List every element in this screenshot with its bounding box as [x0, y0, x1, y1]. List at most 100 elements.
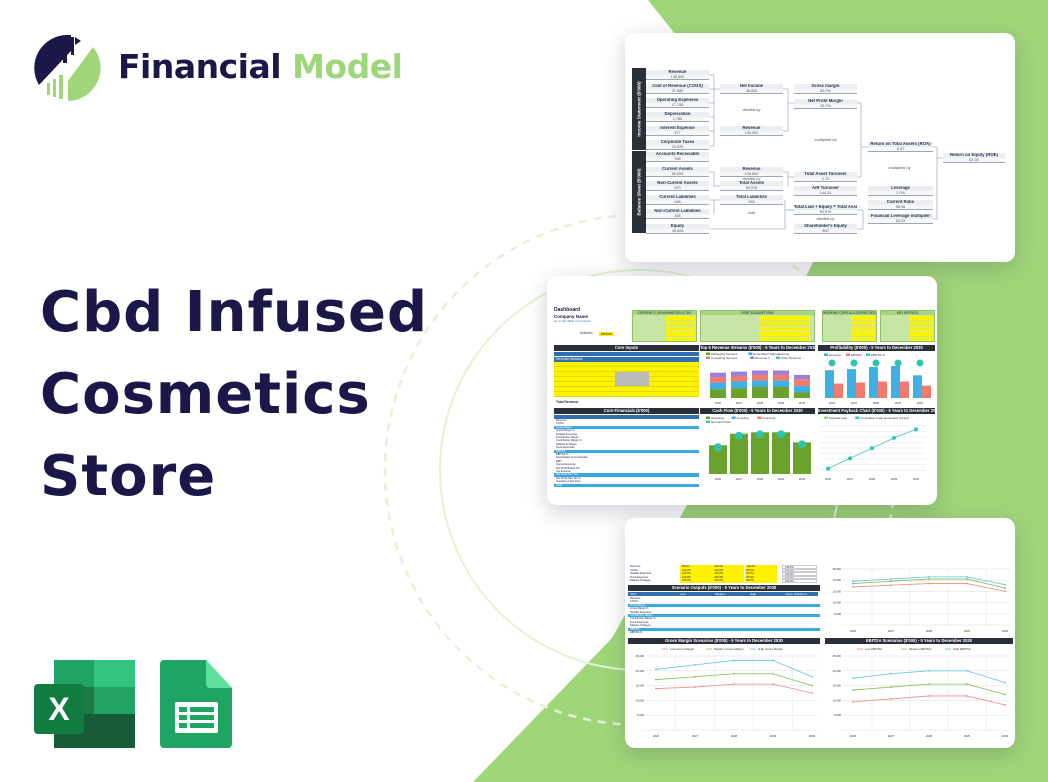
minus-sign: -	[676, 121, 679, 126]
metric-label: Current Liabilities	[659, 195, 696, 199]
net-cash-marker	[756, 430, 764, 439]
metric-value: 50,576	[794, 209, 857, 214]
year-tick: 2026	[715, 477, 722, 481]
section-header: Core Financials ($'000)	[554, 408, 699, 414]
scenario-point	[890, 672, 892, 675]
revenue-bar-segment	[794, 385, 810, 393]
scenario-point	[1004, 681, 1006, 684]
revenue-bar	[891, 366, 900, 398]
metric-label: Revenue	[668, 70, 687, 74]
ebitda-bar	[878, 381, 887, 398]
metric-label: Interest Expense	[660, 126, 695, 130]
revenue-bar-segment	[794, 392, 810, 398]
year-tick: 2027	[847, 477, 854, 481]
section-header: Profitability ($'000) - 5 Years to Decem…	[818, 345, 935, 351]
metric-box: Current Assets 50,006	[646, 167, 709, 177]
scenario-input-value: 100.0%	[712, 572, 745, 576]
core-inputs-year-row	[554, 352, 699, 356]
input-cell	[758, 331, 811, 336]
year-tick: 2028	[873, 401, 880, 405]
operator-label: divided by	[816, 216, 835, 221]
scenario-output-row: EBITDA %	[630, 631, 643, 634]
revenue-bar-segment	[731, 371, 747, 376]
profitability-chart: Revenue EBITDA EBITDA % 2026 2027 2028 2029 203…	[824, 353, 931, 405]
metric-value: 49,628	[646, 228, 709, 233]
revenue-bar-segment	[773, 380, 789, 387]
input-cell	[908, 316, 934, 320]
ebitda-bar	[834, 383, 843, 398]
year-tick: 2030	[809, 734, 816, 738]
metric-label: Financial Leverage multiplier	[870, 214, 931, 218]
y-tick: 20,000	[635, 669, 644, 673]
minus-sign: -	[676, 79, 679, 84]
net-cash-marker	[777, 430, 785, 439]
scenario-input-value: 100.0%	[712, 565, 745, 569]
scenario-point	[772, 659, 774, 662]
year-tick: 2026	[825, 477, 832, 481]
scenario-input-value: 100.0%	[712, 568, 745, 572]
legend-swatch	[750, 356, 755, 359]
metric-value: 136,800	[720, 130, 783, 135]
scenario-select[interactable]: Medium	[599, 331, 614, 336]
scenario-point	[966, 575, 968, 578]
legend-swatch	[845, 353, 850, 356]
core-financials-row: Contribution Margin	[556, 436, 579, 439]
core-financials-row: Gross Margin	[554, 425, 699, 430]
metric-value: 144.24	[794, 190, 857, 195]
scenario-point	[928, 695, 930, 697]
revenue-bar-segment	[710, 372, 726, 378]
year-tick: 2026	[850, 734, 857, 738]
metric-label: Total Liab + Equity = Total Assets	[794, 205, 857, 209]
year-tick: 2029	[895, 401, 902, 405]
input-cell	[665, 337, 695, 342]
metric-value: 50,576	[720, 185, 783, 190]
scenario-point	[772, 672, 774, 675]
metric-value: 570	[646, 185, 709, 190]
metric-label: Revenue	[742, 126, 761, 130]
brand-name: Financial Model	[118, 47, 403, 86]
y-tick: 20,000	[832, 578, 841, 582]
scenario-point	[928, 575, 930, 578]
scenario-input-value: 120.0%	[680, 572, 712, 576]
metric-box: A/R Turnover 144.24	[794, 186, 857, 196]
year-tick: 2026	[715, 401, 722, 405]
input-cell	[665, 326, 695, 331]
metric-value: 136,800	[720, 171, 783, 176]
legend-label: High Gross Margin	[758, 647, 783, 651]
core-financials-row: EBITDA %	[556, 453, 569, 456]
metric-value: 949	[720, 199, 783, 204]
metric-label: Shareholder's Equity	[804, 224, 847, 228]
scenario-point	[733, 672, 735, 675]
revenue-bar-segment	[731, 381, 747, 389]
scenario-point	[811, 684, 813, 687]
scenario-input-value: 100.0%	[782, 572, 817, 576]
scenario-label: Scenario	[580, 331, 593, 335]
legend-label: Low Gross Margin	[670, 647, 695, 651]
ebitda-percent-marker	[916, 359, 924, 367]
toc-link[interactable]: Go to the Table of Contents	[554, 319, 591, 323]
metric-box: Non-Current Assets 570	[646, 181, 709, 191]
scenario-point	[1004, 583, 1006, 586]
metric-label: Net Profit Margin	[808, 99, 843, 103]
metric-label: Gross margin	[811, 84, 840, 88]
revenue-bar-segment	[710, 389, 726, 398]
scenario-column-header: Low	[678, 592, 713, 596]
revenue-bar-segment	[752, 387, 768, 398]
core-financials-row: Net Profit After Tax	[554, 473, 699, 477]
ebitda-bar	[856, 382, 865, 398]
metric-label: Depreciation	[664, 112, 691, 116]
ebitda-percent-marker	[828, 359, 836, 367]
excel-icon: X	[34, 660, 135, 748]
core-financials-row: Cash	[554, 483, 699, 487]
metric-label: Operating Expenses	[656, 98, 699, 102]
scenario-point	[655, 687, 657, 690]
legend-label: Cumulative Cash Generated (Invest)	[860, 416, 909, 420]
scenario-point	[966, 669, 968, 672]
year-tick: 2029	[778, 477, 785, 481]
section-header: Top 5 Revenue Streams ($'000) - 5 Years …	[700, 345, 815, 351]
financial-model-logo-icon	[34, 34, 101, 101]
scenario-point	[852, 677, 854, 680]
scenario-output-row: Contribution Margin %	[630, 617, 656, 621]
ebitda-chart: Low EBITDA Medium EBITDA High EBITDA 25,000…	[832, 647, 1010, 738]
year-tick: 2026	[850, 629, 857, 633]
